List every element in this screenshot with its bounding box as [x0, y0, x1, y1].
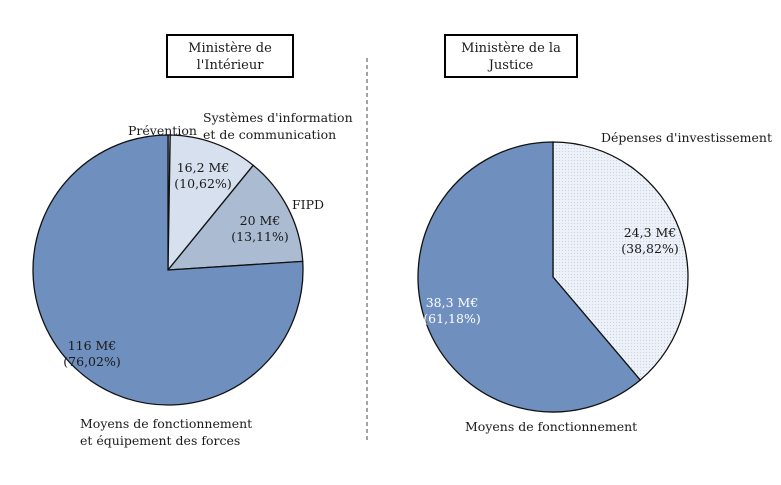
pie1-slice-2: [166, 164, 304, 271]
pie2-percent-label-1: (61,18%): [423, 311, 480, 326]
pie2-category-label-0-0: Dépenses d'investissement: [601, 130, 772, 145]
pie2-slice-0: [552, 141, 689, 381]
pie1-category-label-0-0: Prévention: [128, 123, 197, 138]
pie2-title-line-2: Justice: [488, 58, 534, 73]
pie1-category-label-1-1: et de communication: [203, 127, 336, 142]
pie2-value-label-1: 38,3 M€: [426, 295, 479, 310]
pie1-percent-label-2: (13,11%): [231, 229, 288, 244]
pie1-category-label-2-0: FIPD: [292, 197, 324, 212]
pie2-category-label-1-0: Moyens de fonctionnement: [465, 419, 637, 434]
pie1-title: Ministère de l'Intérieur: [166, 34, 294, 78]
pie1-slice-1: [167, 134, 255, 272]
pie2-percent-label-0: (38,82%): [621, 241, 678, 256]
pie2-title-line-1: Ministère de la: [461, 41, 561, 56]
pie2-slice-1: [417, 141, 642, 413]
pie1-title-line-2: l'Intérieur: [196, 58, 264, 73]
pie1-percent-label-3: (76,02%): [63, 354, 120, 369]
pie2: 24,3 M€(38,82%) Dépenses d'investissement…: [417, 130, 772, 434]
pie1-value-label-1: 16,2 M€: [177, 160, 230, 175]
pie1-value-label-3: 116 M€: [68, 338, 117, 353]
pie2-title: Ministère de la Justice: [444, 34, 578, 78]
pie2-value-label-0: 24,3 M€: [624, 225, 677, 240]
pie1-category-label-1-0: Systèmes d'information: [203, 110, 353, 125]
pie1-category-label-3-1: et équipement des forces: [80, 433, 240, 448]
pie1-category-label-3-0: Moyens de fonctionnement: [80, 416, 252, 431]
pie1-title-line-1: Ministère de: [188, 41, 272, 56]
pie1-value-label-2: 20 M€: [240, 213, 281, 228]
pie1-slice-3: [32, 134, 304, 406]
pie1-percent-label-1: (10,62%): [174, 176, 231, 191]
